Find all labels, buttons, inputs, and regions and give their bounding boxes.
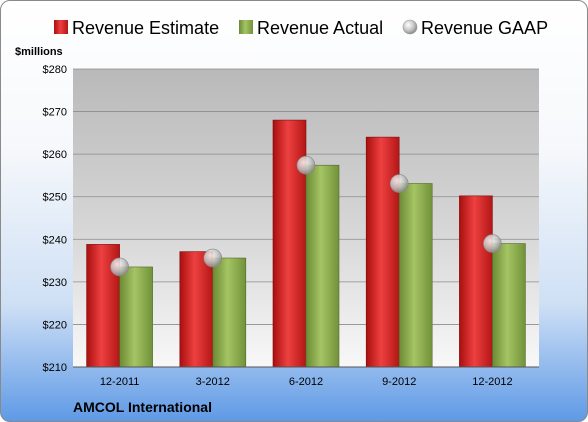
legend-label-estimate: Revenue Estimate: [72, 18, 219, 38]
y-axis-ticks: $210 $220 $230 $240 $250 $260 $270 $280: [43, 64, 67, 374]
y-tick-label: $220: [43, 319, 67, 331]
x-tick-label: 9-2012: [382, 376, 416, 388]
y-tick-label: $210: [43, 362, 67, 374]
bar-revenue-actual: [305, 164, 340, 368]
legend: Revenue Estimate Revenue Actual Revenue …: [54, 18, 548, 38]
gaap-markers: [110, 155, 502, 277]
y-unit-label: $millions: [15, 46, 63, 58]
x-axis-ticks: 12-2011 3-2012 6-2012 9-2012 12-2012: [100, 376, 513, 388]
y-tick-label: $280: [43, 64, 67, 76]
marker-revenue-gaap: [110, 257, 129, 277]
bar-revenue-estimate: [272, 119, 307, 368]
bar-revenue-actual: [492, 243, 526, 368]
bar-revenue-actual: [212, 257, 247, 368]
marker-revenue-gaap: [483, 234, 502, 253]
y-tick-label: $230: [43, 277, 67, 289]
y-tick-label: $240: [43, 234, 67, 246]
y-tick-label: $250: [43, 192, 67, 204]
legend-swatch-actual: [239, 20, 253, 34]
y-tick-label: $270: [43, 107, 67, 119]
legend-swatch-estimate: [54, 20, 68, 34]
legend-label-actual: Revenue Actual: [257, 18, 383, 38]
x-tick-label: 12-2011: [100, 376, 140, 388]
bar-revenue-estimate: [179, 251, 214, 368]
y-tick-label: $260: [43, 149, 67, 161]
company-label: AMCOL International: [73, 399, 212, 415]
legend-swatch-gaap: [402, 19, 418, 35]
bar-revenue-actual: [398, 183, 433, 368]
marker-revenue-gaap: [296, 155, 316, 175]
bar-revenue-estimate: [459, 195, 493, 368]
x-tick-label: 12-2012: [472, 376, 512, 388]
bar-revenue-actual: [119, 266, 153, 368]
bar-revenue-estimate: [365, 136, 400, 368]
legend-label-gaap: Revenue GAAP: [421, 18, 548, 38]
marker-revenue-gaap: [203, 248, 223, 268]
x-tick-label: 3-2012: [196, 376, 230, 388]
x-tick-label: 6-2012: [289, 376, 323, 388]
marker-revenue-gaap: [389, 174, 409, 193]
